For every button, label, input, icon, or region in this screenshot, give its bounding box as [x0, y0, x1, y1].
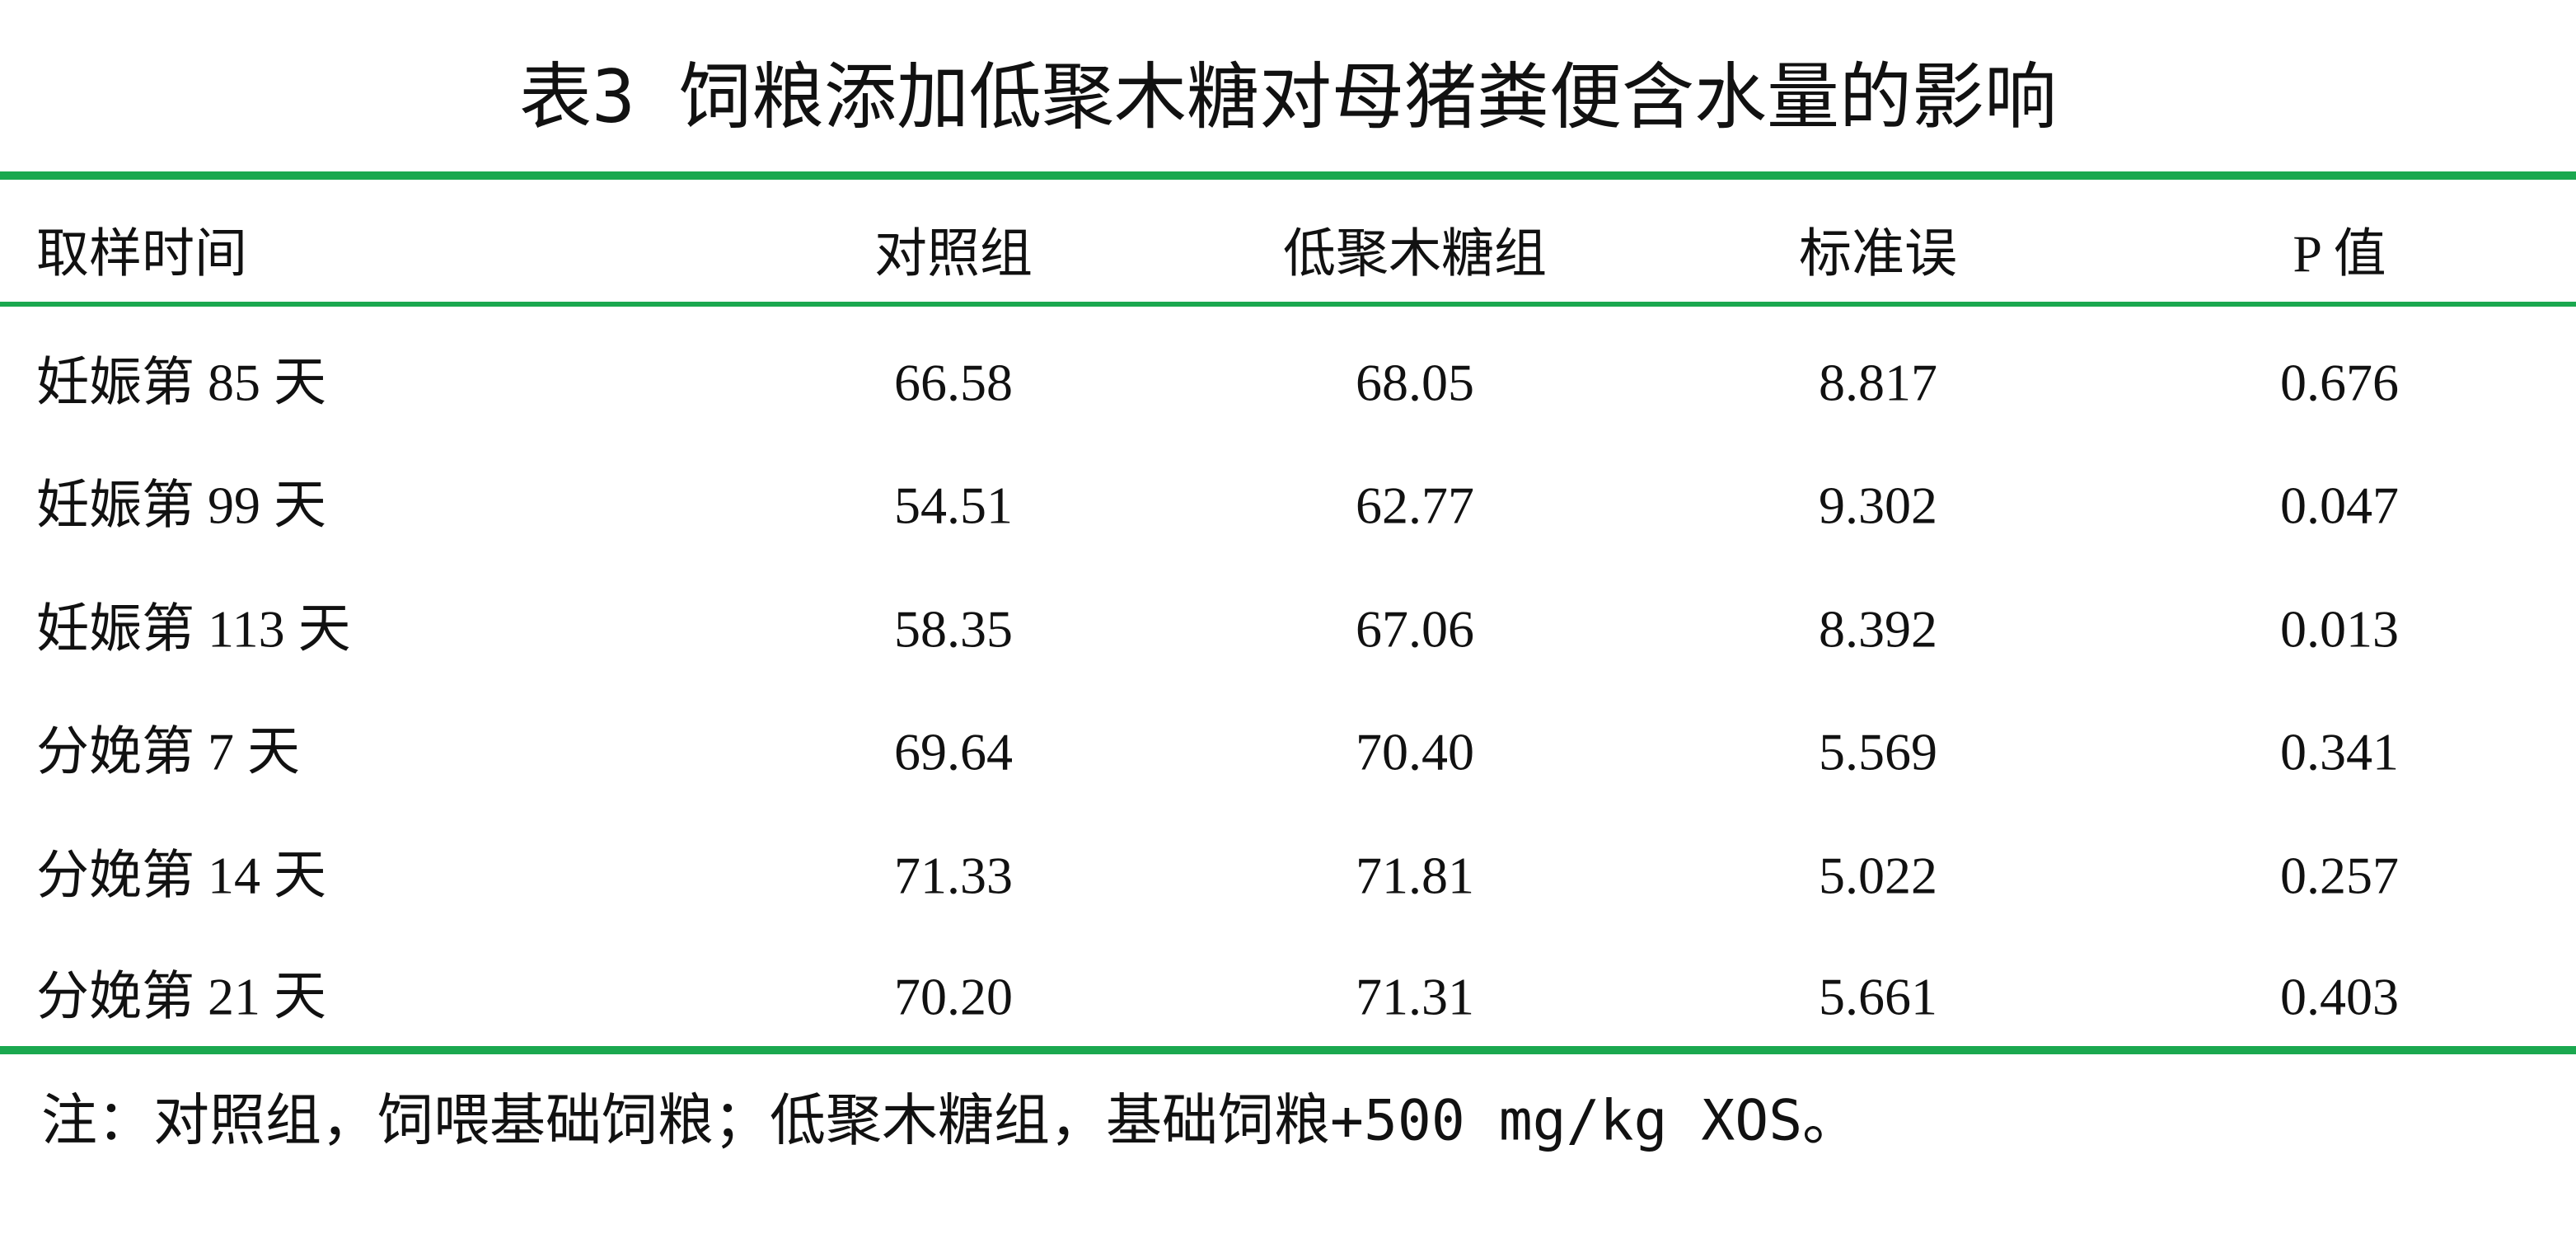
data-cell: 70.40: [1356, 723, 1474, 781]
data-cell: 67.06: [1356, 600, 1474, 659]
data-cell: 5.569: [1819, 723, 1937, 781]
data-cell: 0.257: [2280, 847, 2399, 905]
table-title: 表3 饲粮添加低聚木糖对母猪粪便含水量的影响: [519, 54, 2057, 139]
table-note: 注：对照组，饲喂基础饲粮；低聚木糖组，基础饲粮+500 mg/kg XOS。: [41, 1089, 1858, 1154]
data-cell: 5.022: [1819, 847, 1937, 905]
row-label: 妊娠第 99 天: [36, 476, 326, 535]
row-label: 妊娠第 85 天: [36, 354, 326, 412]
data-cell: 0.676: [2280, 354, 2399, 412]
row-label: 妊娠第 113 天: [36, 600, 351, 659]
data-cell: 5.661: [1819, 968, 1937, 1026]
data-cell: 70.20: [894, 968, 1013, 1026]
data-cell: 69.64: [894, 723, 1013, 781]
data-cell: 9.302: [1819, 476, 1937, 535]
data-cell: 8.392: [1819, 600, 1937, 659]
data-cell: 8.817: [1819, 354, 1937, 412]
data-cell: 68.05: [1356, 354, 1474, 412]
header-cell: 低聚木糖组: [1283, 225, 1547, 284]
header-cell: 对照组: [874, 225, 1033, 284]
data-cell: 62.77: [1356, 476, 1474, 535]
data-cell: 0.341: [2280, 723, 2399, 781]
data-cell: 66.58: [894, 354, 1013, 412]
row-label: 分娩第 21 天: [36, 968, 326, 1026]
data-cell: 71.81: [1356, 847, 1474, 905]
data-cell: 71.31: [1356, 968, 1474, 1026]
data-cell: 0.013: [2280, 600, 2399, 659]
data-cell: 0.047: [2280, 476, 2399, 535]
header-cell: 取样时间: [36, 225, 247, 284]
row-label: 分娩第 14 天: [36, 847, 326, 905]
data-cell: 0.403: [2280, 968, 2399, 1026]
data-cell: 54.51: [894, 476, 1013, 535]
row-label: 分娩第 7 天: [36, 723, 300, 781]
data-cell: 71.33: [894, 847, 1013, 905]
header-cell: P 值: [2293, 225, 2386, 284]
header-cell: 标准误: [1799, 225, 1957, 284]
data-cell: 58.35: [894, 600, 1013, 659]
